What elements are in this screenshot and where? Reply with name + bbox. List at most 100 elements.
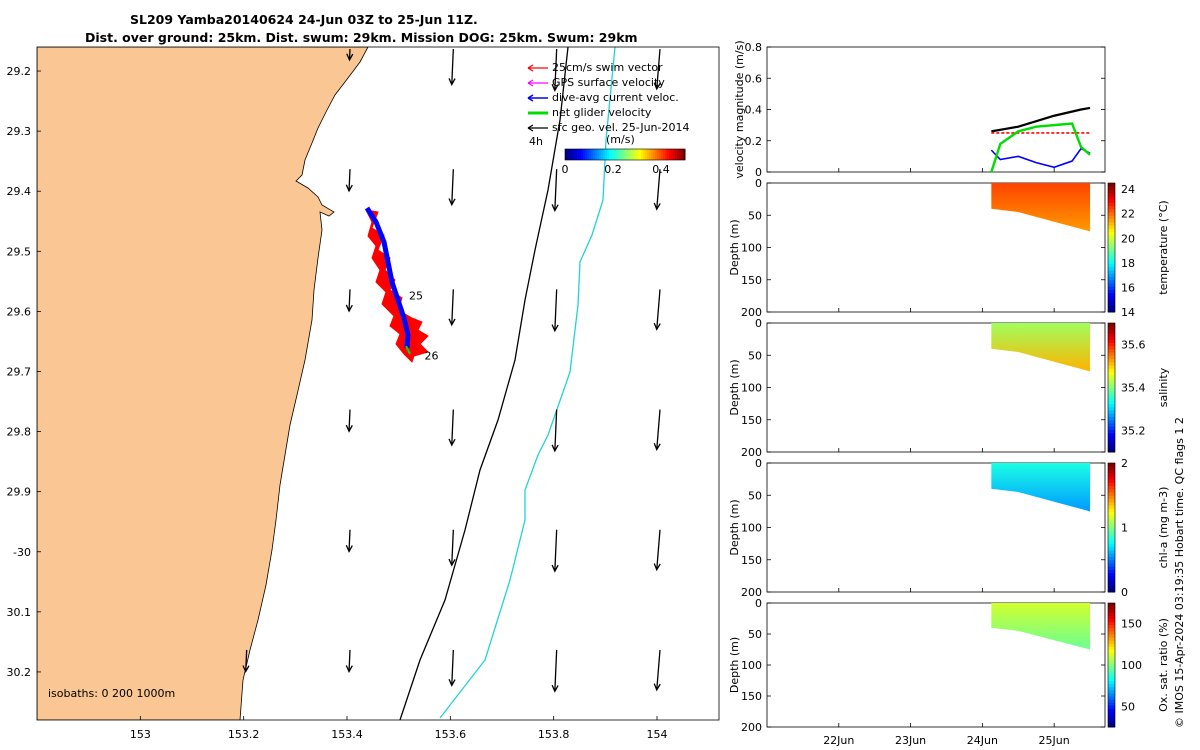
colorbar-tick-1: 0.2 [604, 163, 622, 176]
glider-track [364, 206, 429, 363]
depth-ytick-1-0: 0 [755, 177, 762, 190]
oxygen-panel: Depth (m) 0 50 100 150 200 50 100 150 Ox. sat. ra… [728, 597, 1170, 734]
depth-ytick-3-3: 150 [741, 554, 762, 567]
depth-ytick-3-4: 200 [741, 586, 762, 599]
lon-tick-3: 153.6 [435, 728, 467, 741]
lat-tick-2: 29.4 [7, 185, 32, 198]
latitude-axis: 29.2 29.3 29.4 29.5 29.6 29.7 29.8 29.9 -30 30.1 3… [7, 65, 41, 679]
geo-arrow-11 [653, 289, 661, 331]
geo-arrow-16 [345, 529, 353, 553]
geo-arrow-3 [653, 48, 661, 91]
colorbar-tick-1-5: 24 [1121, 183, 1135, 196]
depth-ytick-2-1: 50 [748, 349, 762, 362]
colorbar-tick-1-4: 22 [1121, 208, 1135, 221]
velocity-panel: velocity magnitude (m/s) 0 0.2 0.4 0.6 0.8 [733, 40, 1106, 179]
chart-title-line1: SL209 Yamba20140624 24-Jun 03Z to 25-Jun… [130, 12, 478, 27]
lat-tick-5: 29.7 [7, 365, 32, 378]
colorbar-unit-label: (m/s) [606, 133, 635, 146]
map-legend: 25cm/s swim vector GPS surface velocity … [527, 61, 689, 176]
geo-arrow-13 [448, 409, 456, 447]
colorbar-tick-2-1: 35.4 [1121, 382, 1146, 395]
velocity-ytick-4: 0.8 [745, 41, 763, 54]
time-tick-1: 23Jun [895, 734, 926, 747]
legend-scale-label: 4h [529, 135, 543, 148]
lat-tick-3: 29.5 [7, 245, 32, 258]
colorbar-tick-2-2: 35.6 [1121, 339, 1146, 352]
colorbar-tick-1-2: 18 [1121, 257, 1135, 270]
geo-arrow-10 [551, 289, 559, 333]
isobath-legend: isobaths: 0 200 1000m [48, 687, 175, 700]
lat-tick-8: -30 [13, 546, 31, 559]
colorbar-tick-3-2: 2 [1121, 457, 1128, 470]
lon-tick-1: 153.2 [228, 728, 260, 741]
depth-ytick-2-2: 100 [741, 382, 762, 395]
velocity-ytick-1: 0.2 [745, 135, 763, 148]
longitude-axis: 153 153.2 153.4 153.6 153.8 154 [130, 716, 668, 741]
salinity-panel: Depth (m) 0 50 100 150 200 35.2 35.4 35.6 salinit… [728, 317, 1170, 459]
lon-tick-0: 153 [130, 728, 151, 741]
lat-tick-10: 30.2 [7, 666, 32, 679]
velocity-ytick-0: 0 [755, 166, 762, 179]
time-tick-2: 24Jun [967, 734, 998, 747]
legend-gps-label: GPS surface velocity [552, 76, 665, 89]
section-patch-2 [991, 323, 1091, 372]
chlorophyll-panel: Depth (m) 0 50 100 150 200 0 1 2 chl-a (mg m-3) [728, 457, 1170, 599]
colorbar-tick-0: 0 [562, 163, 569, 176]
day-label-25: 25 [409, 289, 423, 302]
speed-colorbar: 0 0.2 0.4 [562, 148, 686, 176]
panel-ylabel-2: Depth (m) [728, 359, 741, 415]
geo-arrow-20 [242, 649, 250, 674]
geo-arrow-24 [653, 649, 661, 692]
colorbar-tick-4-1: 100 [1121, 659, 1142, 672]
land-mass [37, 47, 369, 720]
depth-ytick-4-0: 0 [755, 597, 762, 610]
depth-ytick-1-2: 100 [741, 242, 762, 255]
isobath-1000m [439, 47, 616, 719]
depth-ytick-2-0: 0 [755, 317, 762, 330]
lat-tick-7: 29.9 [7, 486, 32, 499]
depth-ytick-1-4: 200 [741, 306, 762, 319]
lon-tick-4: 153.8 [538, 728, 570, 741]
lat-tick-9: 30.1 [7, 606, 32, 619]
colorbar-label-4: Ox. sat. ratio (%) [1157, 618, 1170, 712]
depth-ytick-4-1: 50 [748, 628, 762, 641]
geo-arrow-21 [345, 649, 353, 674]
depth-ytick-3-0: 0 [755, 457, 762, 470]
panel-frame-0 [766, 46, 1106, 173]
net-velocity-track [405, 345, 411, 355]
legend-swim-label: 25cm/s swim vector [552, 61, 663, 74]
colorbar-tick-3-0: 0 [1121, 586, 1128, 599]
panel-ylabel-1: Depth (m) [728, 219, 741, 275]
lat-tick-0: 29.2 [7, 65, 32, 78]
lon-tick-2: 153.4 [331, 728, 363, 741]
map-frame [36, 46, 720, 721]
depth-ytick-3-1: 50 [748, 489, 762, 502]
lon-tick-5: 154 [647, 728, 668, 741]
lat-tick-4: 29.6 [7, 305, 32, 318]
colorbar-tick-1-1: 16 [1121, 281, 1135, 294]
geo-arrow-4 [345, 169, 353, 193]
depth-ytick-4-2: 100 [741, 659, 762, 672]
geo-arrow-9 [448, 289, 456, 327]
depth-ytick-1-1: 50 [748, 209, 762, 222]
panel-ylabel-0: velocity magnitude (m/s) [733, 40, 746, 178]
day-label-26: 26 [425, 349, 439, 362]
footer-note: © IMOS 15-Apr-2024 03:19:35 Hobart time.… [1173, 417, 1186, 728]
colorbar-tick-1-3: 20 [1121, 232, 1135, 245]
colorbar-tick-1-0: 14 [1121, 306, 1135, 319]
time-tick-3: 25Jun [1039, 734, 1070, 747]
colorbar-tick-2-0: 35.2 [1121, 425, 1146, 438]
geo-arrow-8 [345, 289, 353, 313]
geo-arrow-15 [653, 409, 661, 451]
velocity-ytick-3: 0.6 [745, 72, 763, 85]
geo-arrow-2 [551, 49, 559, 92]
geo-arrow-6 [551, 169, 559, 213]
colorbar-tick-4-2: 150 [1121, 618, 1142, 631]
geo-arrow-5 [448, 169, 456, 207]
geo-arrow-18 [551, 529, 559, 573]
temperature-panel: Depth (m) 0 50 100 150 200 14 16 18 20 22 24 tempera… [728, 177, 1170, 319]
dive-avg-track [364, 206, 411, 349]
lat-tick-1: 29.3 [7, 125, 32, 138]
